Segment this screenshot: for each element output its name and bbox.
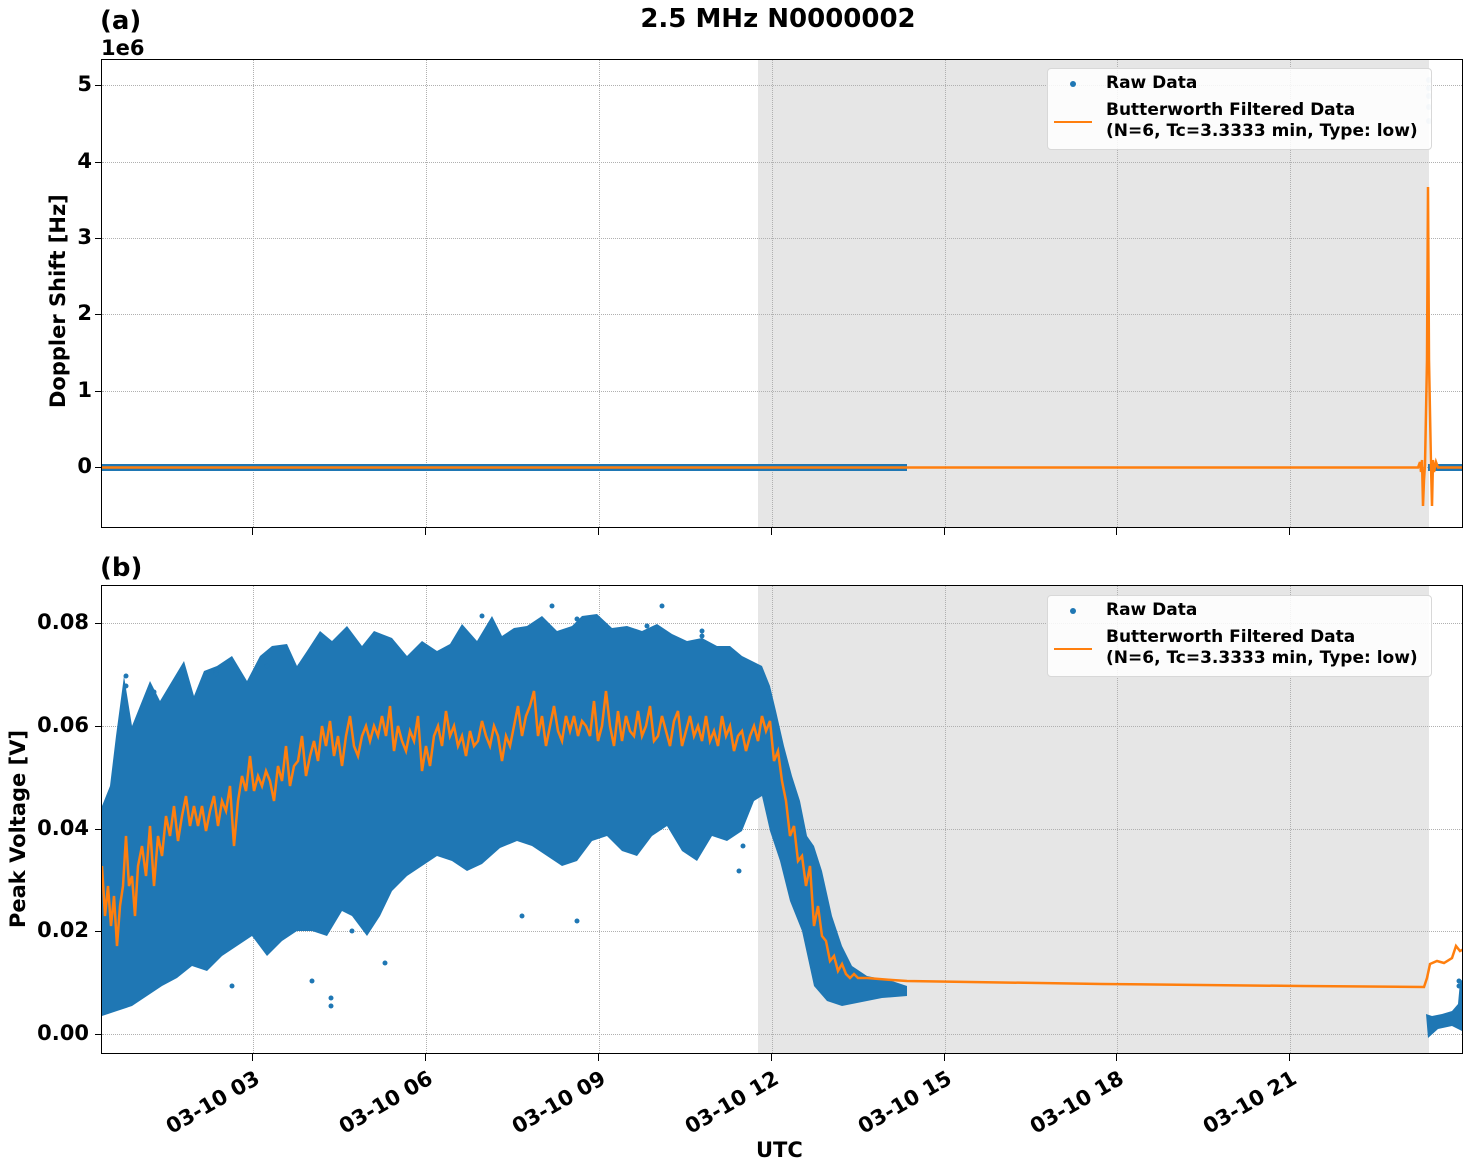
panel-a-ytick: 1 — [77, 378, 92, 402]
panel-a-ytick: 4 — [77, 149, 92, 173]
legend-item-filtered: Butterworth Filtered Data (N=6, Tc=3.333… — [1048, 627, 1431, 669]
grid-line — [102, 85, 1462, 86]
xtick-mark — [598, 528, 599, 535]
xtick-label: 03-10 18 — [1026, 1066, 1128, 1139]
grid-line — [102, 726, 1462, 727]
figure-title: 2.5 MHz N0000002 — [640, 4, 916, 34]
panel-b-ytick: 0.00 — [37, 1021, 89, 1045]
xtick-label: 03-10 21 — [1199, 1066, 1301, 1139]
panel-b-ytick: 0.02 — [37, 918, 89, 942]
panel-a-ytick: 5 — [77, 72, 92, 96]
legend-raw-label: Raw Data — [1106, 73, 1198, 93]
panel-a-ytick: 3 — [77, 225, 92, 249]
panel-b-series — [102, 603, 1462, 1038]
ytick-mark — [95, 931, 101, 932]
grid-line — [253, 60, 254, 527]
grid-line — [1290, 60, 1291, 527]
ytick-mark — [95, 85, 101, 86]
xtick-label: 03-10 09 — [508, 1066, 610, 1139]
grid-line — [102, 1034, 1462, 1035]
ytick-mark — [95, 623, 101, 624]
legend-raw-label: Raw Data — [1106, 600, 1198, 620]
panel-b-ytick: 0.04 — [37, 816, 89, 840]
panel-b-ytick: 0.08 — [37, 610, 89, 634]
ytick-mark — [95, 162, 101, 163]
xtick-label: 03-10 03 — [162, 1066, 264, 1139]
ytick-mark — [95, 726, 101, 727]
panel-b-ytick: 0.06 — [37, 713, 89, 737]
xtick-label: 03-10 15 — [854, 1066, 956, 1139]
grid-line — [1290, 586, 1291, 1053]
xtick-mark — [425, 528, 426, 535]
x-axis-label: UTC — [756, 1138, 803, 1162]
panel-a-offset-text: 1e6 — [101, 36, 145, 60]
raw-marker-icon — [1070, 81, 1076, 87]
grid-line — [945, 60, 946, 527]
panel-b-label: (b) — [100, 553, 143, 583]
xtick-mark — [425, 1054, 426, 1061]
raw-marker-icon — [1070, 608, 1076, 614]
xtick-mark — [1289, 1054, 1290, 1061]
xtick-mark — [771, 1054, 772, 1061]
xtick-mark — [1116, 1054, 1117, 1061]
panel-a-legend: Raw Data Butterworth Filtered Data (N=6,… — [1047, 68, 1432, 150]
legend-filtered-label-2: (N=6, Tc=3.3333 min, Type: low) — [1106, 648, 1418, 668]
ytick-mark — [95, 1034, 101, 1035]
legend-filtered-label-2: (N=6, Tc=3.3333 min, Type: low) — [1106, 121, 1418, 141]
xtick-mark — [944, 1054, 945, 1061]
grid-line — [1117, 586, 1118, 1053]
ytick-mark — [95, 314, 101, 315]
ytick-mark — [95, 391, 101, 392]
filtered-line-icon — [1054, 648, 1092, 650]
grid-line — [102, 314, 1462, 315]
panel-b-plot-area: Raw Data Butterworth Filtered Data (N=6,… — [101, 585, 1463, 1054]
legend-item-filtered: Butterworth Filtered Data (N=6, Tc=3.333… — [1048, 100, 1431, 142]
grid-line — [945, 586, 946, 1053]
xtick-mark — [252, 1054, 253, 1061]
grid-line — [426, 60, 427, 527]
grid-line — [102, 238, 1462, 239]
grid-line — [599, 60, 600, 527]
grid-line — [102, 391, 1462, 392]
legend-filtered-label-1: Butterworth Filtered Data — [1106, 100, 1356, 120]
xtick-label: 03-10 06 — [335, 1066, 437, 1139]
grid-line — [1117, 60, 1118, 527]
xtick-mark — [598, 1054, 599, 1061]
panel-a-ytick: 0 — [77, 454, 92, 478]
xtick-mark — [944, 528, 945, 535]
grid-line — [102, 623, 1462, 624]
grid-line — [772, 60, 773, 527]
legend-item-raw: Raw Data — [1048, 73, 1431, 94]
legend-item-raw: Raw Data — [1048, 600, 1431, 621]
panel-b-legend: Raw Data Butterworth Filtered Data (N=6,… — [1047, 595, 1432, 677]
panel-a-label: (a) — [100, 6, 142, 36]
grid-line — [102, 162, 1462, 163]
grid-line — [102, 931, 1462, 932]
legend-filtered-label-1: Butterworth Filtered Data — [1106, 627, 1356, 647]
panel-a-ytick: 2 — [77, 301, 92, 325]
xtick-mark — [1289, 528, 1290, 535]
panel-a-plot-area: Raw Data Butterworth Filtered Data (N=6,… — [101, 59, 1463, 528]
filtered-line-icon — [1054, 121, 1092, 123]
ytick-mark — [95, 467, 101, 468]
xtick-label: 03-10 12 — [681, 1066, 783, 1139]
ytick-mark — [95, 829, 101, 830]
xtick-mark — [1116, 528, 1117, 535]
xtick-mark — [252, 528, 253, 535]
xtick-mark — [771, 528, 772, 535]
ytick-mark — [95, 238, 101, 239]
